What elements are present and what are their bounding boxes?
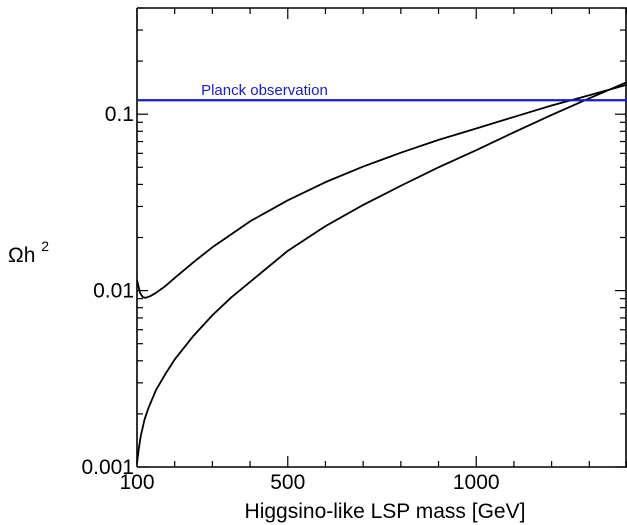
x-tick-labels: 100 500 1000 [119,471,499,494]
x-axis-label: Higgsino-like LSP mass [GeV] [245,500,526,523]
minor-ticks [137,7,627,467]
series-curve-1 [136,83,627,299]
series-layer [136,81,627,464]
y-tick-label: 0.001 [81,456,134,479]
y-axis-label: Ωh 2 [8,238,49,267]
plot-area [136,7,627,468]
x-tick-label: 1000 [453,471,500,494]
major-ticks [136,8,626,468]
y-tick-labels: 0.001 0.01 0.1 [81,103,134,479]
reference-line-layer: Planck observation [137,82,627,102]
series-curve-2 [136,81,627,464]
x-tick-label: 100 [119,471,154,494]
y-axis-label-main: Ωh [8,244,35,267]
y-tick-label: 0.01 [93,280,134,303]
planck-line-label: Planck observation [201,82,328,99]
y-axis-label-superscript: 2 [41,238,49,254]
y-tick-label: 0.1 [105,103,134,126]
x-tick-label: 500 [270,471,305,494]
